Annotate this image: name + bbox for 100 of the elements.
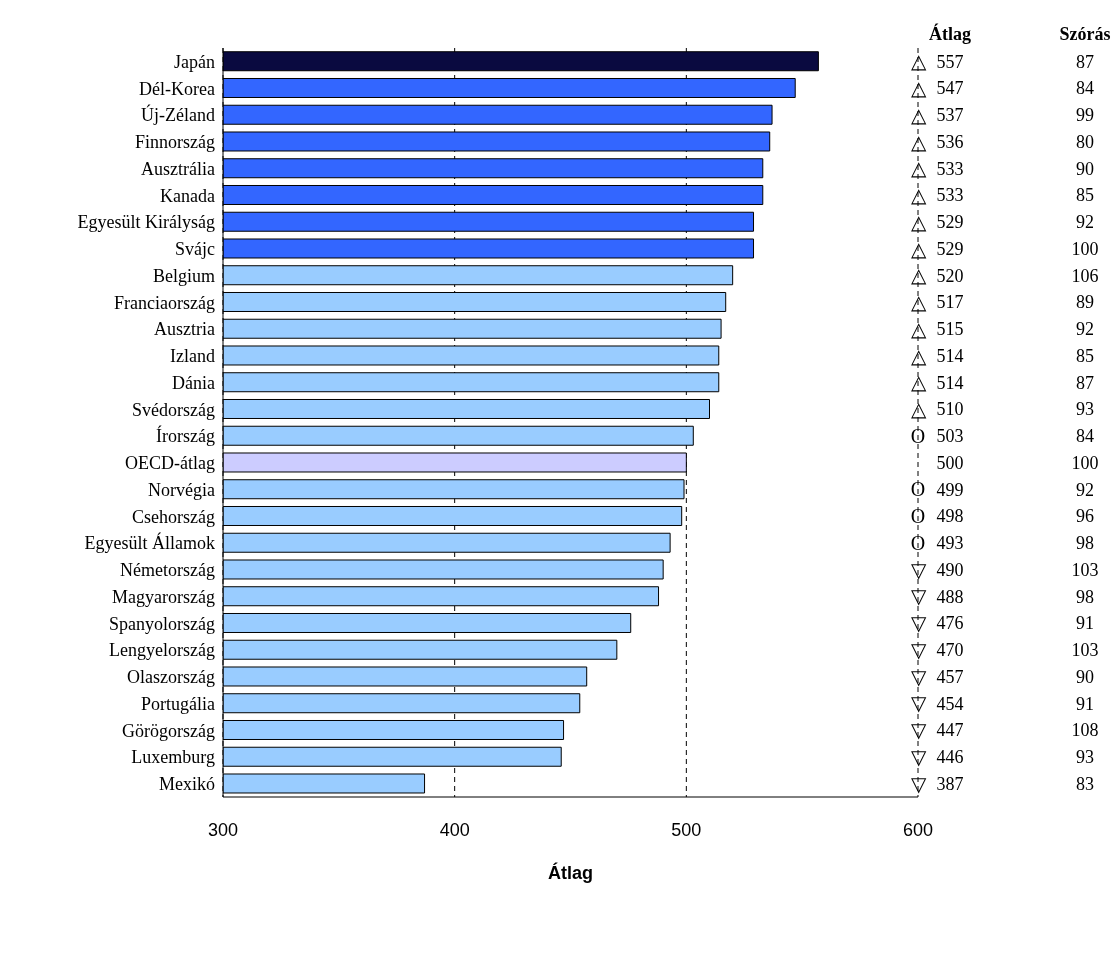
data-label: 517 <box>936 292 964 313</box>
annotation: △ <box>910 264 927 287</box>
annotation: △ <box>910 237 927 260</box>
annotation: O <box>910 478 926 501</box>
text: 103 <box>1071 559 1099 580</box>
text: 91 <box>1076 613 1094 634</box>
y-tick-label: OECD-átlag <box>125 453 215 474</box>
data-label: 529 <box>936 238 964 259</box>
x-tick-label: 400 <box>439 819 470 840</box>
y-tick-label: Olaszország <box>127 667 215 688</box>
annotation: △ <box>910 157 927 180</box>
annotation: △ <box>910 317 927 340</box>
data-label: 503 <box>936 426 964 447</box>
data-label: 447 <box>936 720 964 741</box>
data-label: 499 <box>936 479 964 500</box>
y-tick-label: Spanyolország <box>109 613 215 634</box>
annotation: O <box>910 531 926 554</box>
x-axis-title: Átlag <box>548 862 593 883</box>
y-tick-label: Németország <box>120 560 215 581</box>
text: 93 <box>1076 747 1094 768</box>
x-tick-label: 300 <box>207 819 239 840</box>
text: 92 <box>1076 319 1094 340</box>
annotation: ▽ <box>910 692 927 715</box>
data-label: 454 <box>936 693 964 714</box>
data-label: 515 <box>936 319 964 340</box>
text: 92 <box>1076 212 1094 233</box>
y-tick-label: Egyesült Királyság <box>77 212 215 233</box>
data-label: 493 <box>936 533 964 554</box>
data-label: 490 <box>936 559 964 580</box>
y-tick-label: Lengyelország <box>109 640 215 661</box>
annotation: O <box>910 505 926 528</box>
data-label: 529 <box>936 212 964 233</box>
text: 83 <box>1076 773 1094 794</box>
annotation: △ <box>910 184 927 207</box>
annotation: △ <box>910 371 927 394</box>
annotation: ▽ <box>910 665 927 688</box>
data-label: 536 <box>936 131 964 152</box>
data-label: 510 <box>936 399 964 420</box>
data-label: 488 <box>936 586 964 607</box>
text: 89 <box>1076 292 1094 313</box>
y-tick-label: Izland <box>170 346 215 367</box>
y-tick-label: Svédország <box>132 399 215 420</box>
text: 106 <box>1071 265 1099 286</box>
annotation: ▽ <box>910 638 927 661</box>
y-tick-label: Franciaország <box>114 292 215 313</box>
y-tick-label: Magyarország <box>112 586 215 607</box>
data-label: 387 <box>936 773 964 794</box>
annotation: △ <box>910 398 927 421</box>
y-tick-label: Egyesült Államok <box>84 532 215 554</box>
text: Átlag <box>929 23 971 44</box>
text: 87 <box>1076 372 1094 393</box>
text: 90 <box>1076 158 1094 179</box>
text: 84 <box>1076 426 1094 447</box>
data-label: 446 <box>936 747 964 768</box>
text: 98 <box>1076 586 1094 607</box>
text: 90 <box>1076 666 1094 687</box>
annotation: △ <box>910 50 927 73</box>
text: 93 <box>1076 399 1094 420</box>
data-label: 533 <box>936 185 964 206</box>
annotation: O <box>910 424 926 447</box>
text: 100 <box>1071 452 1099 473</box>
data-label: 557 <box>936 51 964 72</box>
text: 103 <box>1071 640 1099 661</box>
data-label: 520 <box>936 265 964 286</box>
annotation: ▽ <box>910 772 927 795</box>
data-label: 500 <box>936 452 964 473</box>
text: 87 <box>1076 51 1094 72</box>
annotation: ▽ <box>910 745 927 768</box>
annotation: ▽ <box>910 585 927 608</box>
y-tick-label: Finnország <box>135 132 215 153</box>
y-tick-label: Portugália <box>141 693 215 714</box>
y-tick-label: Svájc <box>175 239 215 260</box>
text: 91 <box>1076 693 1094 714</box>
x-tick-label: 500 <box>671 819 702 840</box>
annotation: △ <box>910 344 927 367</box>
text: 99 <box>1076 105 1094 126</box>
text: 100 <box>1071 238 1099 259</box>
y-tick-label: Új-Zéland <box>141 104 215 126</box>
data-label: 498 <box>936 506 964 527</box>
text: Szórás <box>1059 24 1111 44</box>
data-label: 457 <box>936 666 964 687</box>
annotation: △ <box>910 130 927 153</box>
y-tick-label: Kanada <box>160 185 216 206</box>
text: 84 <box>1076 78 1094 99</box>
data-label: 537 <box>936 105 964 126</box>
x-tick-label: 600 <box>902 819 934 840</box>
data-label: 470 <box>936 640 964 661</box>
y-tick-label: Írország <box>156 425 215 447</box>
data-label: 476 <box>936 613 964 634</box>
y-tick-label: Mexikó <box>159 774 215 795</box>
data-label: 514 <box>936 345 964 366</box>
y-tick-label: Ausztria <box>154 319 215 340</box>
y-tick-label: Norvégia <box>148 479 215 500</box>
text: 96 <box>1076 506 1094 527</box>
text: 85 <box>1076 345 1094 366</box>
annotation: △ <box>910 210 927 233</box>
text: 80 <box>1076 131 1094 152</box>
text: 85 <box>1076 185 1094 206</box>
annotation: ▽ <box>910 612 927 635</box>
text: 92 <box>1076 479 1094 500</box>
